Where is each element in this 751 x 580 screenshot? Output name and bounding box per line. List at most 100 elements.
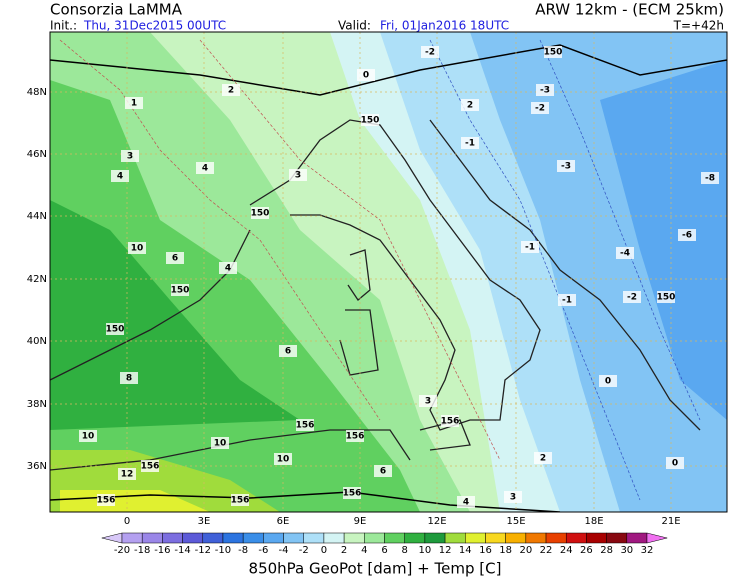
colorbar-tick-label: -20 bbox=[114, 545, 130, 556]
contour-label: 3 bbox=[425, 397, 431, 407]
contour-label: 6 bbox=[285, 347, 291, 357]
colorbar-segment bbox=[141, 532, 163, 544]
colorbar-tick-label: 16 bbox=[479, 545, 492, 556]
colorbar-tick-label: -4 bbox=[279, 545, 289, 556]
lat-label: 46N bbox=[27, 149, 47, 160]
colorbar-segment bbox=[626, 532, 648, 544]
colorbar-segment bbox=[444, 532, 466, 544]
colorbar-segment bbox=[263, 532, 284, 544]
colorbar-tick-label: -8 bbox=[238, 545, 248, 556]
contour-label-box bbox=[666, 457, 684, 469]
colorbar-segment bbox=[283, 532, 304, 544]
colorbar-tick-label: -14 bbox=[174, 545, 190, 556]
colorbar-segment bbox=[303, 532, 325, 544]
lon-label: 9E bbox=[354, 516, 367, 527]
contour-label-box bbox=[616, 247, 634, 259]
lat-label: 40N bbox=[27, 336, 47, 347]
contour-label-box bbox=[544, 46, 562, 58]
colorbar-arrow-high bbox=[646, 532, 668, 544]
colorbar: -20 -18 -16 -14 -12 -10 -8 -6 -4 -2 0 2 4 6 8 10 12 14 16 1… bbox=[101, 532, 668, 556]
contour-label: -4 bbox=[620, 249, 630, 259]
contour-label-box bbox=[125, 97, 143, 109]
map-frame bbox=[49, 31, 728, 513]
contour-label: 4 bbox=[225, 264, 231, 274]
colorbar-segment bbox=[384, 532, 405, 544]
model: ARW 12km - (ECM 25km) bbox=[535, 1, 724, 19]
contour-label-box bbox=[534, 452, 552, 464]
contour-label-box bbox=[296, 419, 314, 431]
contour-label-box bbox=[374, 465, 392, 477]
colorbar-segment bbox=[162, 532, 183, 544]
contour-label: 4 bbox=[463, 498, 469, 508]
colorbar-tick-label: 32 bbox=[641, 545, 654, 556]
contour-label-box bbox=[289, 169, 307, 181]
colorbar-tick-label: -10 bbox=[215, 545, 231, 556]
contour-label: 156 bbox=[97, 496, 116, 506]
colorbar-tick-label: -18 bbox=[134, 545, 150, 556]
contour-label: 4 bbox=[202, 164, 208, 174]
contour-label-box bbox=[219, 262, 237, 274]
contour-label-box bbox=[457, 496, 475, 508]
colorbar-tick-label: 10 bbox=[419, 545, 432, 556]
contour-label-box bbox=[274, 453, 292, 465]
colorbar-tick-label: 6 bbox=[381, 545, 387, 556]
init-time: Thu, 31Dec2015 00UTC bbox=[83, 19, 226, 33]
contour-label-box bbox=[557, 160, 575, 172]
colorbar-tick-label: -2 bbox=[299, 545, 309, 556]
colorbar-segment bbox=[121, 532, 143, 544]
colorbar-tick-label: -12 bbox=[195, 545, 211, 556]
colorbar-segment bbox=[364, 532, 385, 544]
contour-label: -3 bbox=[540, 86, 550, 96]
contour-label-box bbox=[599, 375, 617, 387]
contour-label-box bbox=[120, 372, 138, 384]
contour-label: -1 bbox=[525, 243, 535, 253]
colorbar-segment bbox=[586, 532, 607, 544]
graticule bbox=[50, 32, 727, 512]
colorbar-tick-label: 20 bbox=[519, 545, 532, 556]
contour-label-box bbox=[166, 252, 184, 264]
colorbar-tick-label: 2 bbox=[341, 545, 347, 556]
contour-label-box bbox=[441, 415, 459, 427]
contour-label-box bbox=[558, 294, 576, 306]
contour-label: 1 bbox=[131, 99, 137, 109]
colorbar-tick-label: 18 bbox=[499, 545, 512, 556]
contour-label: -1 bbox=[465, 139, 475, 149]
lat-label: 42N bbox=[27, 274, 47, 285]
contour-label-box bbox=[222, 84, 240, 96]
lon-label: 3E bbox=[198, 516, 211, 527]
contour-label: 150 bbox=[171, 286, 190, 296]
contour-label: 8 bbox=[126, 374, 132, 384]
contour-label-box bbox=[231, 494, 249, 506]
contour-label: 4 bbox=[117, 172, 123, 182]
contour-label: 0 bbox=[363, 71, 369, 81]
contour-label-box bbox=[419, 395, 437, 407]
contour-label-box bbox=[106, 323, 124, 335]
contour-label: 3 bbox=[127, 152, 133, 162]
colorbar-tick-label: 24 bbox=[560, 545, 573, 556]
contour-label-box bbox=[536, 84, 554, 96]
colorbar-tick-label: 30 bbox=[620, 545, 633, 556]
lat-label: 38N bbox=[27, 399, 47, 410]
contour-label-box bbox=[196, 162, 214, 174]
colorbar-tick-label: -16 bbox=[154, 545, 170, 556]
contour-label-box bbox=[141, 460, 159, 472]
contour-label: 156 bbox=[441, 417, 460, 427]
contour-label-box bbox=[343, 487, 361, 499]
colorbar-segment bbox=[343, 532, 365, 544]
colorbar-segment bbox=[606, 532, 628, 544]
colorbar-segment bbox=[505, 532, 527, 544]
colorbar-tick-label: 12 bbox=[439, 545, 452, 556]
lat-label: 48N bbox=[27, 87, 47, 98]
contour-label: 150 bbox=[106, 325, 125, 335]
lon-label: 12E bbox=[427, 516, 446, 527]
contour-label: 0 bbox=[605, 377, 611, 387]
contour-label-box bbox=[361, 114, 379, 126]
contour-label: 2 bbox=[467, 101, 473, 111]
contour-label: 150 bbox=[251, 209, 270, 219]
lon-label: 21E bbox=[661, 516, 680, 527]
caption: 850hPa GeoPot [dam] + Temp [C] bbox=[249, 560, 502, 578]
colorbar-tick-label: 28 bbox=[600, 545, 613, 556]
contour-label: -2 bbox=[535, 104, 545, 114]
contour-label: -1 bbox=[562, 296, 572, 306]
colorbar-tick-label: 0 bbox=[321, 545, 327, 556]
